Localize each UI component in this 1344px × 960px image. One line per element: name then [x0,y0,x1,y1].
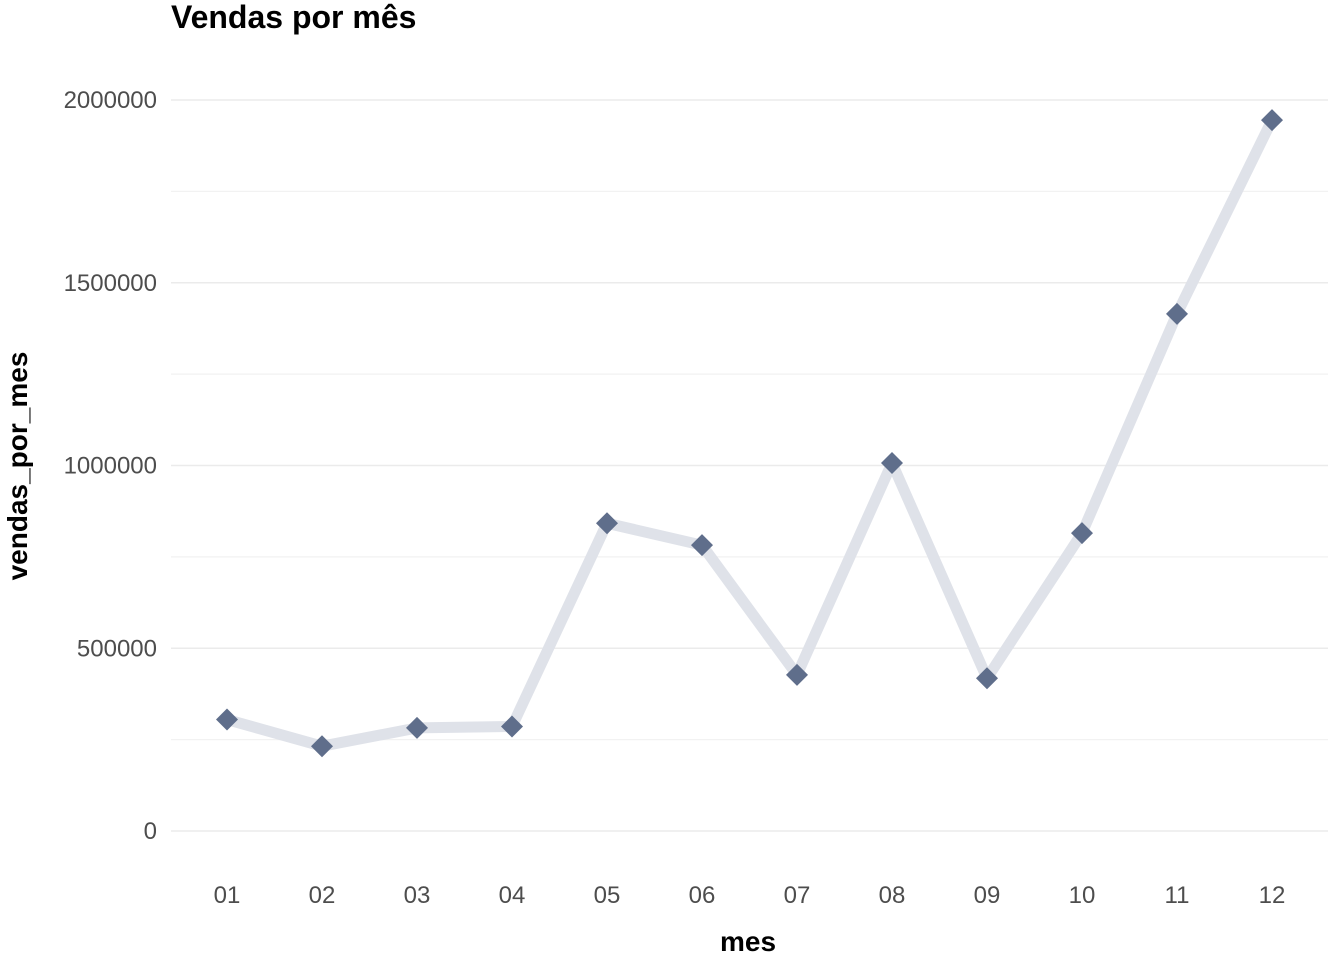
x-tick-label: 05 [594,882,621,909]
y-axis-title: vendas_por_mes [2,352,33,581]
x-tick-label: 06 [689,882,716,909]
y-axis-tick-labels: 0 500000 1000000 1500000 2000000 [64,87,157,845]
y-tick-label: 0 [144,818,157,845]
data-point-marker [976,667,998,690]
series-line [221,114,1278,752]
x-axis-tick-labels: 01 02 03 04 05 06 07 08 09 10 11 12 [214,882,1286,909]
y-tick-label: 500000 [77,635,157,662]
x-tick-label: 09 [974,882,1001,909]
x-tick-label: 10 [1069,882,1096,909]
data-point-marker [1166,302,1188,325]
x-tick-label: 04 [499,882,526,909]
data-points [216,109,1283,758]
x-tick-label: 08 [879,882,906,909]
data-point-marker [406,716,428,739]
x-axis-title: mes [720,926,776,957]
x-tick-label: 03 [404,882,431,909]
y-tick-label: 1500000 [64,270,157,297]
x-tick-label: 01 [214,882,241,909]
data-point-marker [691,534,713,557]
data-point-marker [596,512,618,535]
data-point-marker [501,715,523,738]
y-tick-label: 2000000 [64,87,157,114]
data-point-marker [881,451,903,474]
x-tick-label: 02 [309,882,336,909]
data-point-marker [786,663,808,686]
x-tick-label: 07 [784,882,811,909]
series-line-layer [221,114,1278,752]
y-tick-label: 1000000 [64,453,157,480]
gridlines [171,99,1328,832]
data-point-marker [1261,109,1283,132]
data-point-marker [1071,522,1093,545]
data-point-marker [216,708,238,731]
x-tick-label: 12 [1259,882,1286,909]
chart-title: Vendas por mês [171,0,416,35]
data-point-marker [311,735,333,758]
x-tick-label: 11 [1165,882,1190,909]
